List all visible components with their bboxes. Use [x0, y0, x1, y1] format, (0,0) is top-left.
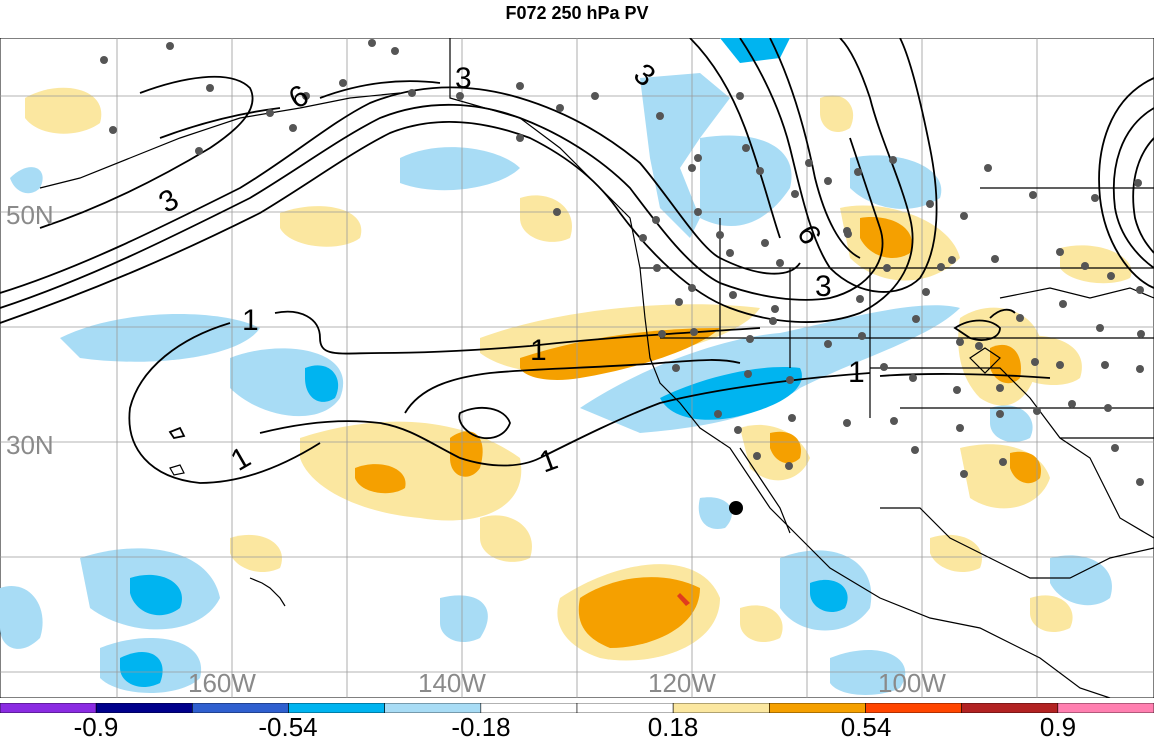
lon-label-140w: 140W — [418, 668, 486, 698]
strong-positive-pv-shading — [355, 217, 1041, 648]
lon-label-160w: 160W — [188, 668, 256, 698]
lon-label-100w: 100W — [878, 668, 946, 698]
contour-label: 1 — [242, 304, 259, 337]
station-dots — [100, 39, 1145, 486]
pv-one-contour — [128, 310, 1051, 484]
pv-map: 6 3 3 3 6 3 1 1 1 1 1 50N 30N 160W 140W … — [0, 38, 1154, 698]
contour-label: 1 — [848, 356, 865, 389]
colorbar-swatch — [1057, 703, 1154, 713]
marked-point — [729, 501, 743, 515]
colorbar-label: -0.18 — [451, 712, 511, 742]
lat-label-50n: 50N — [6, 200, 54, 230]
lat-label-30n: 30N — [6, 430, 54, 460]
graticule — [0, 38, 1154, 698]
chart-title: F072 250 hPa PV — [505, 3, 649, 23]
pv-contours — [0, 38, 1154, 324]
contour-label: 3 — [815, 270, 832, 303]
colorbar — [0, 703, 1154, 713]
colorbar-label: -0.9 — [73, 712, 119, 742]
colorbar-label: 0.9 — [1039, 712, 1077, 742]
red-pv-spot — [677, 593, 690, 606]
colorbar-label: 0.54 — [840, 712, 892, 742]
contour-label: 1 — [530, 334, 547, 367]
colorbar-label: -0.54 — [258, 712, 318, 742]
contour-label: 3 — [455, 62, 472, 95]
lon-label-120w: 120W — [648, 668, 716, 698]
colorbar-label: 0.18 — [647, 712, 699, 742]
